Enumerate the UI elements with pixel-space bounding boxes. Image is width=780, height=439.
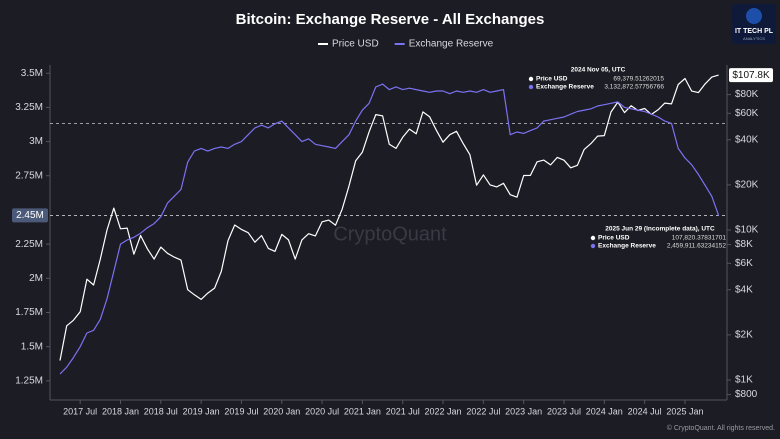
y-tick-label: 3.5M — [21, 68, 43, 79]
tooltip-key: Exchange Reserve — [536, 84, 594, 91]
y2-tick-label: $80K — [735, 89, 759, 100]
y2-tick-label: $800 — [735, 389, 758, 400]
latest-reserve-label: 2.45M — [16, 210, 44, 221]
latest-reserve-box — [12, 208, 48, 223]
tooltip-dot — [528, 76, 534, 82]
y2-tick-label: $1K — [735, 375, 753, 386]
legend-label: Price USD — [332, 39, 379, 50]
x-tick-label: 2017 Jul — [63, 406, 97, 416]
tooltip-title: 2025 Jun 29 (Incomplete data), UTC — [605, 226, 715, 233]
x-tick-label: 2024 Jan — [586, 406, 623, 416]
tooltip-dot — [590, 235, 596, 241]
logo-icon — [746, 8, 762, 24]
x-tick-label: 2019 Jul — [224, 406, 258, 416]
x-tick-label: 2025 Jan — [666, 406, 703, 416]
x-tick-label: 2022 Jul — [466, 406, 500, 416]
x-tick-label: 2023 Jul — [547, 406, 581, 416]
x-tick-label: 2021 Jul — [386, 406, 420, 416]
latest-price-label: $107.8K — [732, 70, 770, 81]
tooltip-value: 69,379.51262015 — [613, 76, 664, 83]
y-tick-label: 1.5M — [21, 341, 43, 352]
y2-tick-label: $4K — [735, 284, 753, 295]
logo-title: IT TECH PL — [735, 28, 774, 35]
y2-tick-label: $8K — [735, 239, 753, 250]
tooltip-dot — [590, 243, 596, 249]
y2-tick-label: $6K — [735, 258, 753, 269]
latest-price-box — [729, 68, 773, 83]
tooltip-value: 107,820.37831701 — [672, 235, 727, 242]
y2-tick-label: $10K — [735, 225, 759, 236]
y-tick-label: 1.75M — [15, 307, 43, 318]
tooltip-key: Exchange Reserve — [598, 243, 656, 250]
x-tick-label: 2021 Jan — [344, 406, 381, 416]
y2-tick-label: $60K — [735, 108, 759, 119]
tooltip-key: Price USD — [598, 235, 630, 242]
y2-tick-label: $40K — [735, 134, 759, 145]
y-tick-label: 3.25M — [15, 102, 43, 113]
logo-subtitle: ANALYTICS — [743, 36, 765, 41]
tooltip-value: 3,132,872.57756766 — [604, 84, 664, 91]
legend-label: Exchange Reserve — [409, 39, 494, 50]
logo: IT TECH PL ANALYTICS — [732, 4, 776, 44]
x-tick-label: 2018 Jul — [144, 406, 178, 416]
y-tick-label: 2.75M — [15, 170, 43, 181]
y-tick-label: 1.25M — [15, 375, 43, 386]
y-tick-label: 3M — [29, 136, 43, 147]
x-tick-label: 2020 Jul — [305, 406, 339, 416]
chart-title: Bitcoin: Exchange Reserve - All Exchange… — [236, 11, 545, 28]
x-tick-label: 2022 Jan — [425, 406, 462, 416]
y2-tick-label: $2K — [735, 330, 753, 341]
x-tick-label: 2019 Jan — [183, 406, 220, 416]
series-line — [59, 83, 720, 375]
tooltip-key: Price USD — [536, 76, 568, 83]
tooltip-value: 2,459,911.63234152 — [667, 243, 727, 250]
tooltip-title: 2024 Nov 05, UTC — [571, 67, 626, 74]
watermark: CryptoQuant — [333, 223, 447, 245]
x-tick-label: 2018 Jan — [102, 406, 139, 416]
footer: © CryptoQuant. All rights reserved. — [667, 424, 775, 432]
x-tick-label: 2020 Jan — [263, 406, 300, 416]
x-tick-label: 2023 Jan — [505, 406, 542, 416]
series-line — [59, 74, 719, 361]
y-tick-label: 2.25M — [15, 239, 43, 250]
y2-tick-label: $20K — [735, 180, 759, 191]
x-tick-label: 2024 Jul — [628, 406, 662, 416]
y-tick-label: 2M — [29, 273, 43, 284]
tooltip-dot — [528, 84, 534, 90]
